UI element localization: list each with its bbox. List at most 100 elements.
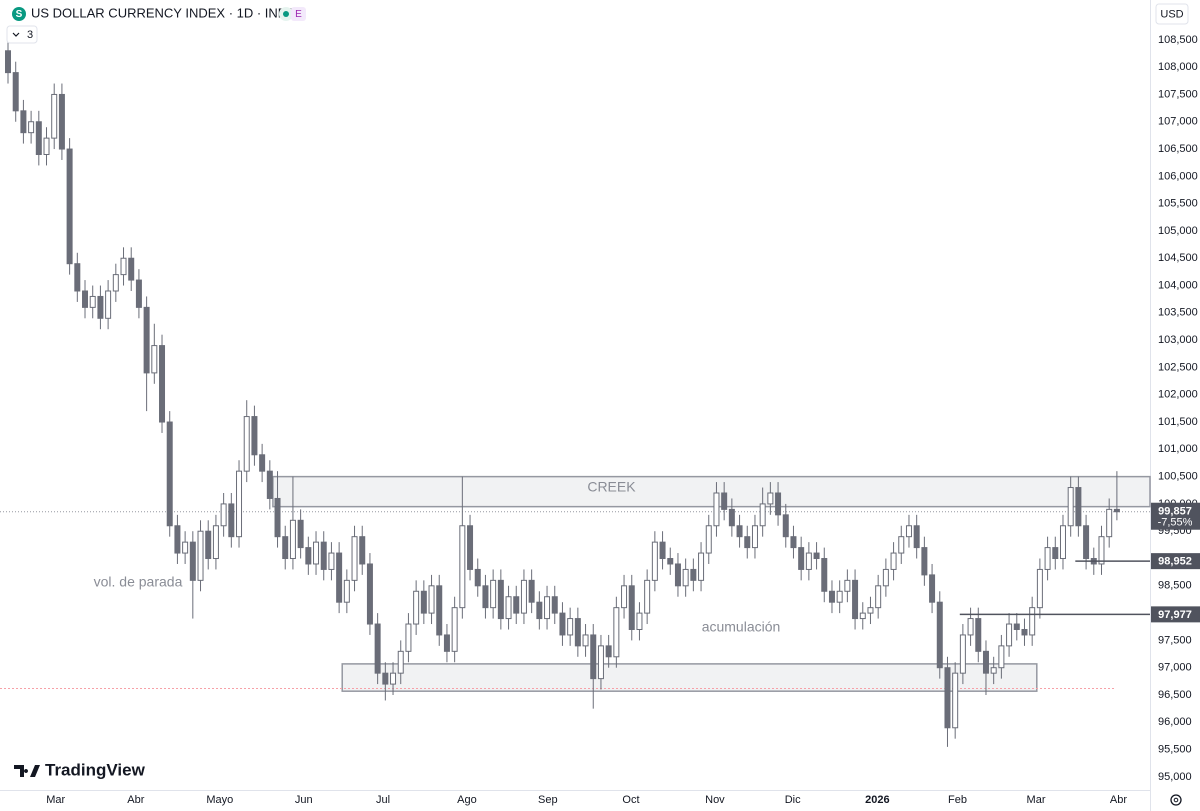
settings-icon[interactable]: [1170, 794, 1182, 806]
candle-body: [382, 672, 389, 685]
candle-body: [220, 503, 227, 527]
plot: CREEK vol. de parada acumulación: [0, 39, 1151, 747]
candle-body: [936, 601, 943, 669]
y-tick-label: 106,000: [1158, 170, 1198, 182]
candle-body: [882, 568, 889, 587]
candle-body: [551, 596, 558, 614]
y-tick-label: 104,500: [1158, 252, 1198, 264]
annotation: acumulación: [702, 619, 781, 635]
candle-body: [790, 536, 797, 549]
indicator-count: 3: [27, 29, 33, 41]
candle-body: [913, 525, 920, 549]
last-price-label: 99,857: [1158, 506, 1192, 518]
candle-body: [497, 579, 504, 620]
symbol-title[interactable]: US DOLLAR CURRENCY INDEX · 1D · INDEX: [31, 5, 305, 20]
candle-body: [574, 618, 581, 647]
x-tick-label: Mar: [46, 794, 65, 806]
candle-body: [590, 634, 597, 680]
level-label-bg: [1151, 553, 1200, 570]
candle-body: [767, 492, 774, 505]
candle-body: [74, 263, 81, 292]
candle-body: [998, 645, 1005, 669]
candle-body: [520, 579, 527, 614]
candle-body: [282, 536, 289, 560]
candle-body: [320, 541, 327, 570]
candle-body: [490, 579, 497, 609]
candle-body: [690, 568, 697, 581]
candle-body: [805, 552, 812, 570]
candle-body: [351, 536, 358, 581]
x-tick-label: Jul: [376, 794, 390, 806]
candle-body: [567, 618, 574, 636]
candle-body: [243, 416, 250, 472]
x-tick-label: Nov: [705, 794, 725, 806]
candle-body: [544, 596, 551, 620]
badge-bg[interactable]: [291, 7, 306, 21]
candle-body: [1029, 607, 1036, 636]
candle-body: [597, 645, 604, 680]
candle-body: [751, 525, 758, 549]
y-tick-label: 96,500: [1158, 689, 1192, 701]
candle-body: [459, 525, 466, 609]
candle-body: [212, 525, 219, 560]
candle-body: [744, 536, 751, 549]
candle-body: [1013, 623, 1020, 630]
y-tick-label: 98,500: [1158, 580, 1192, 592]
candle-body: [698, 552, 705, 581]
candle-body: [1059, 525, 1066, 560]
candle-body: [867, 607, 874, 614]
watermark: TradingView: [14, 760, 146, 779]
candle-body: [359, 536, 366, 565]
y-tick-label: 106,500: [1158, 143, 1198, 155]
last-price-change: -7,55%: [1158, 517, 1193, 529]
candle-body: [1052, 547, 1059, 560]
x-tick-label: Sep: [538, 794, 558, 806]
y-tick-label: 102,000: [1158, 389, 1198, 401]
candle-body: [505, 596, 512, 620]
candle-body: [482, 585, 489, 609]
level-label-bg: [1151, 606, 1200, 623]
candle-body: [297, 519, 304, 549]
candle-body: [274, 497, 281, 538]
candle-body: [982, 650, 989, 674]
x-tick-label: 2026: [865, 794, 889, 806]
candle-body: [821, 558, 828, 592]
candle-body: [166, 421, 173, 527]
candle-body: [328, 552, 335, 570]
candle-body: [674, 563, 681, 587]
candle-body: [890, 552, 897, 570]
candle-body: [844, 579, 851, 592]
indicators-toggle[interactable]: [6, 25, 38, 44]
settings[interactable]: [1170, 794, 1182, 806]
candle-body: [66, 148, 73, 265]
y-tick-label: 95,000: [1158, 771, 1192, 783]
watermark-text: TradingView: [45, 760, 146, 779]
candle-body: [151, 345, 158, 374]
candle-body: [536, 601, 543, 620]
candle-body: [1006, 623, 1013, 647]
candle-body: [929, 574, 936, 603]
candle-body: [413, 590, 420, 625]
candle-body: [613, 607, 620, 658]
candle-body: [366, 563, 373, 625]
candle-body: [828, 590, 835, 603]
candle-body: [798, 547, 805, 570]
candle-body: [5, 50, 12, 74]
candle-body: [628, 585, 635, 630]
candle-body: [159, 345, 166, 423]
currency-button[interactable]: [1155, 3, 1189, 25]
y-tick-label: 103,500: [1158, 307, 1198, 319]
symbol-icon-letter: S: [16, 9, 23, 20]
y-tick-label: 104,000: [1158, 279, 1198, 291]
candle-body: [1067, 487, 1074, 527]
candle-body: [120, 257, 127, 276]
candle-body: [775, 492, 782, 516]
y-tick-label: 108,000: [1158, 61, 1198, 73]
candle-body: [105, 290, 112, 319]
candle-body: [905, 525, 912, 538]
annotation: vol. de parada: [94, 574, 183, 590]
candle-body: [182, 541, 189, 554]
y-tick-label: 107,500: [1158, 88, 1198, 100]
level-label: 98,952: [1158, 556, 1192, 568]
candle-body: [667, 558, 674, 565]
